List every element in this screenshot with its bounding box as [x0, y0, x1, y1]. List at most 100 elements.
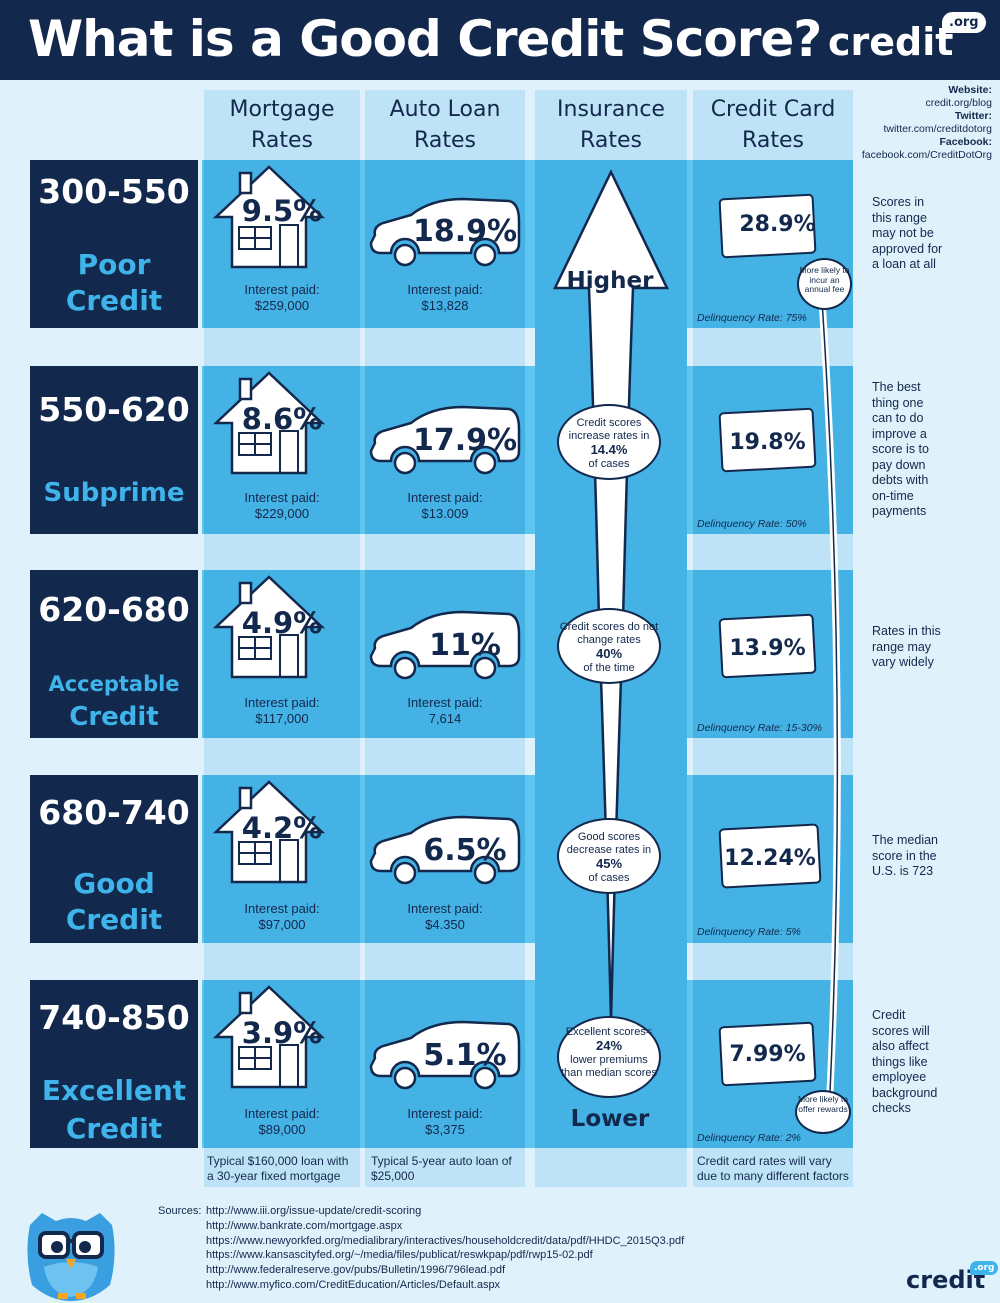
tier-label: Credit	[65, 903, 163, 936]
source-link[interactable]: http://www.myfico.com/CreditEducation/Ar…	[206, 1278, 501, 1291]
logo-word: credit	[828, 20, 954, 64]
auto-rate: 5.1%	[423, 1038, 507, 1073]
column-header-card: Credit Card Rates	[710, 97, 836, 153]
tier-range: 300-550	[38, 172, 190, 211]
house-icon	[212, 371, 326, 475]
logo-tld: .org	[942, 12, 986, 33]
tier-note: The best thing one can to do improve a s…	[872, 380, 929, 518]
card-rate: 13.9%	[729, 636, 806, 661]
mortgage-rate: 4.9%	[241, 606, 323, 640]
tier-poor: 300-550 Poor Credit	[30, 160, 198, 328]
facebook-link[interactable]: facebook.com/CreditDotOrg	[861, 149, 992, 161]
column-header-insurance: Insurance Rates	[557, 97, 665, 153]
twitter-label: Twitter:	[954, 110, 992, 122]
tier-range: 620-680	[38, 590, 190, 629]
delinquency-rate: Delinquency Rate: 15-30%	[697, 722, 822, 734]
tier-good: 680-740 Good Credit	[30, 775, 198, 943]
tier-note: The median score in the U.S. is 723	[872, 833, 939, 878]
footer-logo[interactable]: credit .org	[906, 1261, 999, 1294]
mortgage-rate: 3.9%	[241, 1016, 323, 1050]
delinquency-rate: Delinquency Rate: 2%	[697, 1132, 801, 1144]
mortgage-interest-paid: Interest paid: $117,000	[244, 695, 320, 726]
mortgage-rate: 4.2%	[241, 811, 323, 845]
tier-note: Credit scores will also affect things li…	[872, 1008, 938, 1115]
card-bubble-bottom: More likely to offer rewards	[795, 1090, 851, 1134]
house-icon	[212, 985, 326, 1089]
column-header-mortgage: Mortgage Rates	[229, 97, 335, 153]
twitter-link[interactable]: twitter.com/creditdotorg	[883, 123, 992, 135]
source-link[interactable]: https://www.kansascityfed.org/~/media/fi…	[206, 1249, 593, 1262]
auto-interest-paid: Interest paid: $4.350	[407, 901, 483, 932]
card-rate: 28.9%	[739, 212, 816, 237]
tier-excellent: 740-850 Excellent Credit	[30, 980, 198, 1148]
card-rate: 12.24%	[724, 846, 816, 871]
mortgage-footnote: Typical $160,000 loan with a 30-year fix…	[207, 1154, 349, 1183]
auto-rate: 6.5%	[423, 833, 507, 868]
tier-label: Poor	[77, 248, 151, 281]
auto-rate: 18.9%	[412, 214, 518, 249]
auto-interest-paid: Interest paid: $3,375	[407, 1106, 483, 1137]
card-rate: 7.99%	[729, 1042, 806, 1067]
website-label: Website:	[948, 84, 992, 96]
house-icon	[212, 165, 326, 269]
auto-interest-paid: Interest paid: $13.009	[407, 490, 483, 521]
insurance-bubble: Credit scores do not change rates 40% of t…	[557, 608, 661, 684]
tier-range: 550-620	[38, 390, 190, 429]
source-link[interactable]: http://www.bankrate.com/mortgage.aspx	[206, 1219, 403, 1232]
tier-note: Rates in this range may vary widely	[872, 624, 941, 669]
tier-note: Scores in this range may not be approved…	[872, 195, 943, 271]
tier-range: 680-740	[38, 793, 190, 832]
insurance-bubble: Good scores decrease rates in 45% of cases	[557, 818, 661, 894]
page-title: What is a Good Credit Score?	[28, 10, 822, 68]
column-header-auto: Auto Loan Rates	[389, 97, 501, 153]
car-icon	[369, 1020, 521, 1090]
delinquency-rate: Delinquency Rate: 5%	[697, 926, 801, 938]
mortgage-interest-paid: Interest paid: $229,000	[244, 490, 320, 521]
insurance-lower-label: Lower	[570, 1106, 650, 1132]
card-footnote: Credit card rates will vary due to many …	[697, 1154, 849, 1183]
tier-label: Credit	[65, 284, 163, 317]
card-rate: 19.8%	[729, 430, 806, 455]
house-icon	[212, 780, 326, 884]
tier-subprime: 550-620 Subprime	[30, 366, 198, 534]
website-link[interactable]: credit.org/blog	[925, 97, 992, 109]
header-logo[interactable]: credit .org	[828, 12, 986, 64]
tier-range: 740-850	[38, 998, 190, 1037]
mortgage-rate: 8.6%	[241, 402, 323, 436]
mortgage-interest-paid: Interest paid: $259,000	[244, 282, 320, 313]
car-icon	[369, 815, 521, 885]
auto-rate: 11%	[429, 628, 501, 663]
card-bubble-top: More likely to incur an annual fee	[797, 258, 852, 310]
car-icon	[369, 610, 521, 680]
tier-label: Excellent	[41, 1074, 187, 1107]
delinquency-rate: Delinquency Rate: 50%	[697, 518, 807, 530]
mortgage-interest-paid: Interest paid: $97,000	[244, 901, 320, 932]
tier-label: Acceptable	[48, 672, 180, 696]
auto-rate: 17.9%	[412, 423, 518, 458]
source-link[interactable]: http://www.federalreserve.gov/pubs/Bulle…	[206, 1264, 506, 1277]
header-banner: What is a Good Credit Score? credit .org	[0, 0, 1000, 80]
insurance-bubble: Credit scores increase rates in 14.4% of c…	[557, 404, 661, 480]
car-icon	[369, 405, 521, 475]
mortgage-rate: 9.5%	[241, 194, 323, 228]
source-link[interactable]: https://www.newyorkfed.org/medialibrary/…	[206, 1234, 685, 1247]
source-link[interactable]: http://www.iii.org/issue-update/credit-s…	[206, 1205, 422, 1217]
tier-label: Credit	[69, 702, 159, 732]
auto-interest-paid: Interest paid: $13,828	[407, 282, 483, 313]
house-icon	[212, 575, 326, 679]
insurance-higher-label: Higher	[566, 268, 654, 294]
tier-label: Credit	[65, 1112, 163, 1145]
car-icon	[369, 197, 521, 267]
delinquency-rate: Delinquency Rate: 75%	[697, 312, 807, 324]
social-links: Website: credit.org/blog Twitter: twitte…	[862, 84, 992, 162]
tier-label: Good	[73, 867, 155, 900]
insurance-bubble: Excellent scores= 24% lower premiums than …	[557, 1016, 661, 1098]
owl-mascot-icon	[27, 1213, 115, 1301]
mortgage-interest-paid: Interest paid: $89,000	[244, 1106, 320, 1137]
auto-interest-paid: Interest paid: 7,614	[407, 695, 483, 726]
facebook-label: Facebook:	[939, 136, 992, 148]
sources-label: Sources:	[158, 1205, 202, 1217]
logo-tld: .org	[970, 1261, 999, 1275]
auto-footnote: Typical 5-year auto loan of $25,000	[371, 1154, 512, 1183]
